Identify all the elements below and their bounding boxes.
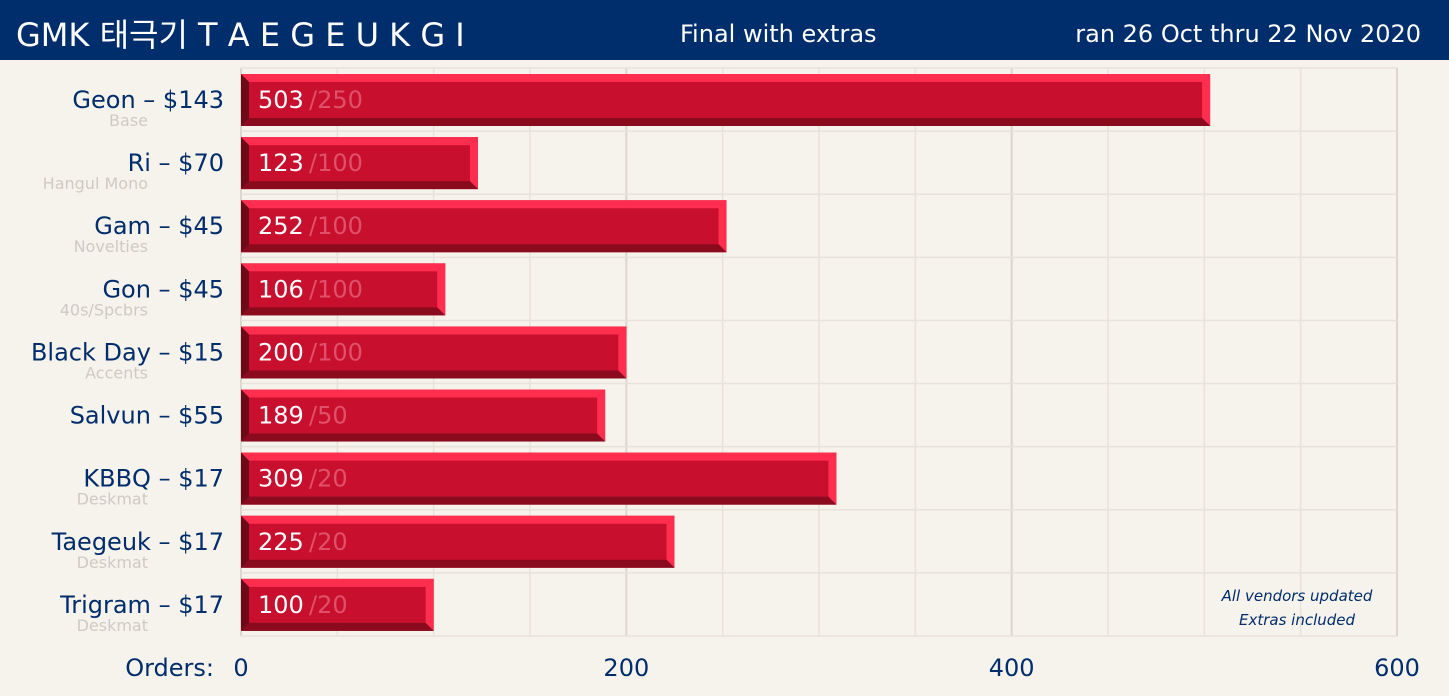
bar-bevel-right xyxy=(828,452,837,505)
bar-bevel-bottom xyxy=(241,622,434,631)
bar-bevel-left xyxy=(241,578,249,631)
bar xyxy=(241,578,434,631)
x-tick-label: 400 xyxy=(989,654,1035,682)
x-axis-label: Orders: xyxy=(125,654,214,682)
category-label: Gam – $45 xyxy=(94,212,224,240)
bar-bevel-left xyxy=(241,137,249,190)
bar-bevel-right xyxy=(437,263,446,316)
bar-value-label: 200 xyxy=(258,338,304,366)
bar-value-label: 252 xyxy=(258,212,304,240)
bar-bevel-left xyxy=(241,452,249,505)
bar-bevel-top xyxy=(241,137,478,146)
bar-target-label: /20 xyxy=(309,465,348,493)
bar-bevel-bottom xyxy=(241,307,446,316)
chart-subtitle: Final with extras xyxy=(680,20,877,48)
category-label: Ri – $70 xyxy=(128,149,224,177)
bar-value-label: 309 xyxy=(258,465,304,493)
bar xyxy=(241,389,606,442)
bar-bevel-right xyxy=(718,200,727,253)
bar-bevel-right xyxy=(666,515,675,568)
bar-bevel-right xyxy=(618,326,627,379)
bar-bevel-top xyxy=(241,263,446,272)
x-tick-label: 600 xyxy=(1374,654,1420,682)
bar-target-label: /100 xyxy=(309,275,363,303)
bar-bevel-top xyxy=(241,200,727,209)
bar xyxy=(241,326,627,379)
category-subtitle: Base xyxy=(109,111,148,130)
bar-bevel-top xyxy=(241,578,434,587)
x-tick-label: 0 xyxy=(233,654,248,682)
header: GMK 태극기 T A E G E U K G I Final with ext… xyxy=(0,0,1449,60)
bar xyxy=(241,263,446,316)
bar xyxy=(241,452,837,505)
bar-value-label: 189 xyxy=(258,402,304,430)
bar-bevel-bottom xyxy=(241,370,627,379)
bar-bevel-bottom xyxy=(241,433,606,442)
category-label: KBBQ – $17 xyxy=(83,465,224,493)
category-subtitle: Accents xyxy=(85,363,148,382)
bar-target-label: /20 xyxy=(309,528,348,556)
bar-bevel-left xyxy=(241,200,249,253)
bar-bevel-bottom xyxy=(241,181,478,190)
x-tick-label: 200 xyxy=(603,654,649,682)
annotation-note: Extras included xyxy=(1239,611,1356,629)
bar-bevel-left xyxy=(241,515,249,568)
bar-bevel-right xyxy=(469,137,478,190)
bar-bevel-top xyxy=(241,515,675,524)
bar-bevel-left xyxy=(241,389,249,442)
bar-bevel-bottom xyxy=(241,559,675,568)
bar-bevel-bottom xyxy=(241,118,1211,126)
category-label: Black Day – $15 xyxy=(31,338,224,366)
bar-target-label: /100 xyxy=(309,212,363,240)
bar-bevel-top xyxy=(241,74,1211,82)
bar-bevel-left xyxy=(241,263,249,316)
category-label: Geon – $143 xyxy=(72,86,224,114)
category-subtitle: Hangul Mono xyxy=(43,174,148,193)
category-label: Salvun – $55 xyxy=(70,402,224,430)
bar-target-label: /20 xyxy=(309,591,348,619)
category-subtitle: Deskmat xyxy=(77,553,148,572)
bar-bevel-bottom xyxy=(241,244,727,253)
bar-bevel-right xyxy=(597,389,606,442)
bar-bevel-top xyxy=(241,389,606,398)
bar-bevel-left xyxy=(241,326,249,379)
bar-bevel-top xyxy=(241,326,627,335)
category-subtitle: Deskmat xyxy=(77,490,148,509)
chart-title: GMK 태극기 T A E G E U K G I xyxy=(16,16,465,54)
date-range: ran 26 Oct thru 22 Nov 2020 xyxy=(1075,20,1421,48)
bar-target-label: /50 xyxy=(309,402,348,430)
bar-bevel-right xyxy=(425,578,434,631)
bar-bevel-bottom xyxy=(241,496,837,505)
bar-value-label: 106 xyxy=(258,275,304,303)
bar-bevel-left xyxy=(241,74,249,126)
bar xyxy=(241,200,727,253)
category-subtitle: Deskmat xyxy=(77,616,148,635)
category-label: Gon – $45 xyxy=(102,275,224,303)
category-subtitle: 40s/Spcbrs xyxy=(60,300,148,319)
category-subtitle: Novelties xyxy=(74,237,148,256)
bar-bevel-right xyxy=(1202,74,1211,126)
bar xyxy=(241,137,478,190)
bar-target-label: /100 xyxy=(309,338,363,366)
bar-target-label: /100 xyxy=(309,149,363,177)
bar xyxy=(241,74,1211,126)
category-label: Trigram – $17 xyxy=(59,591,224,619)
category-label: Taegeuk – $17 xyxy=(51,528,224,556)
bar-target-label: /250 xyxy=(309,86,363,114)
bar-value-label: 503 xyxy=(258,86,304,114)
annotation-note: All vendors updated xyxy=(1221,587,1373,605)
bar-value-label: 100 xyxy=(258,591,304,619)
bar-value-label: 123 xyxy=(258,149,304,177)
bar xyxy=(241,515,675,568)
bar-bevel-top xyxy=(241,452,837,461)
bar-value-label: 225 xyxy=(258,528,304,556)
